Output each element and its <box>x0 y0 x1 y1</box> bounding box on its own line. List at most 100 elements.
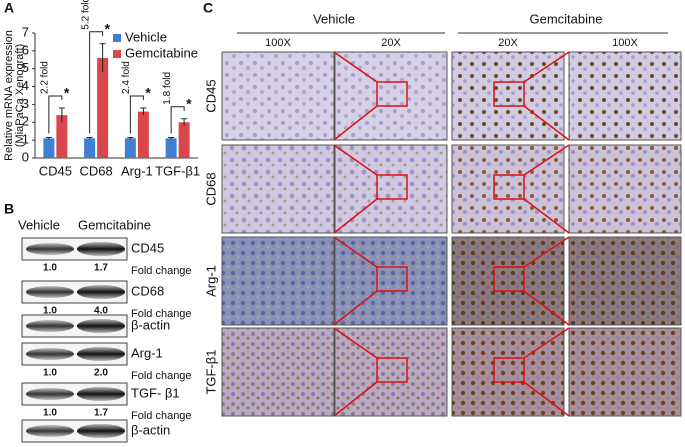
zoom-box <box>493 266 525 292</box>
zoom-line <box>523 144 570 176</box>
magnification: 20X <box>381 37 401 49</box>
blot-band <box>26 243 74 255</box>
blot-label: β-actin <box>131 317 170 332</box>
bar <box>97 58 109 158</box>
micrograph <box>451 327 565 417</box>
micrograph <box>221 327 335 417</box>
magnification: 20X <box>498 37 518 49</box>
x-tick-label: CD45 <box>39 163 72 178</box>
fold-change-label: Fold change <box>131 308 192 320</box>
legend-label: Gemcitabine <box>125 45 198 60</box>
significance: * <box>145 85 151 101</box>
column-label: Vehicle <box>18 217 60 232</box>
panel-label: B <box>4 201 14 217</box>
micrograph <box>451 144 565 234</box>
blot-band <box>26 425 74 437</box>
magnification: 100X <box>612 37 638 49</box>
significance: * <box>105 20 111 36</box>
fold-label: 5.2 fold <box>80 0 91 30</box>
blot-band <box>77 319 125 333</box>
legend-swatch <box>113 34 121 42</box>
bar <box>124 138 136 158</box>
zoom-line <box>333 236 378 268</box>
bar <box>178 122 190 158</box>
blot-label: TGF- β1 <box>131 385 180 400</box>
blot-band <box>77 347 125 361</box>
x-tick-label: Arg-1 <box>121 163 153 178</box>
micrograph <box>451 236 565 326</box>
blot-band <box>26 286 74 298</box>
y-tick-label: 6 <box>22 42 29 57</box>
blot-band <box>77 242 125 256</box>
micrograph <box>221 51 335 141</box>
x-tick-label: TGF-β1 <box>155 163 200 178</box>
fold-value: 1.0 <box>43 306 57 317</box>
fold-value: 2.0 <box>94 368 108 379</box>
bracket <box>129 95 144 134</box>
zoom-box <box>376 357 408 383</box>
bracket <box>170 106 185 134</box>
zoom-box <box>493 174 525 200</box>
x-tick-label: CD68 <box>80 163 113 178</box>
zoom-line <box>333 290 378 326</box>
y-tick-label: 4 <box>22 78 29 93</box>
bracket <box>48 95 63 134</box>
panel-label: A <box>4 0 14 16</box>
fold-value: 1.0 <box>43 408 57 419</box>
bar <box>56 115 68 158</box>
micrograph <box>568 236 682 326</box>
y-tick-label: 2 <box>22 114 29 129</box>
zoom-line <box>333 144 378 176</box>
y-tick-label: 0 <box>22 149 29 164</box>
y-axis-title: Relative mRNA expression <box>3 30 15 161</box>
y-axis-title: (MiaPaCa Xenograft) <box>14 44 26 147</box>
blot-band <box>77 285 125 299</box>
fold-label: 2.2 fold <box>40 61 51 94</box>
zoom-line <box>333 381 378 417</box>
bar <box>84 138 96 158</box>
fold-value: 1.7 <box>94 408 108 419</box>
y-tick-label: 7 <box>22 24 29 39</box>
fold-change-label: Fold change <box>131 410 192 422</box>
fold-value: 1.0 <box>43 368 57 379</box>
fold-change-label: Fold change <box>131 265 192 277</box>
bar <box>137 111 149 158</box>
blot-label: CD68 <box>131 283 164 298</box>
micrograph <box>568 144 682 234</box>
bracket <box>89 31 104 134</box>
zoom-box <box>376 266 408 292</box>
blot-label: Arg-1 <box>131 345 163 360</box>
row-label: CD68 <box>203 172 218 205</box>
blot-band <box>26 388 74 400</box>
zoom-box <box>376 174 408 200</box>
fold-value: 1.0 <box>43 263 57 274</box>
zoom-line <box>333 105 378 141</box>
zoom-line <box>333 51 378 83</box>
zoom-line <box>523 51 570 83</box>
zoom-box <box>376 81 408 107</box>
zoom-line <box>523 327 570 359</box>
legend-label: Vehicle <box>125 29 167 44</box>
micrograph <box>568 327 682 417</box>
legend-swatch <box>113 50 121 58</box>
row-label: CD45 <box>203 79 218 112</box>
row-label: TGF-β1 <box>203 349 218 394</box>
group-label: Vehicle <box>313 11 355 26</box>
zoom-box <box>493 81 525 107</box>
magnification: 100X <box>265 37 291 49</box>
blot-label: β-actin <box>131 422 170 437</box>
column-label: Gemcitabine <box>78 217 151 232</box>
panel-label: C <box>203 0 213 16</box>
micrograph <box>568 51 682 141</box>
fold-value: 4.0 <box>94 306 108 317</box>
group-label: Gemcitabine <box>530 11 603 26</box>
bar <box>165 138 177 158</box>
significance: * <box>186 95 192 111</box>
blot-label: CD45 <box>131 240 164 255</box>
significance: * <box>64 85 70 101</box>
zoom-line <box>333 327 378 359</box>
zoom-box <box>493 357 525 383</box>
micrograph <box>221 236 335 326</box>
zoom-line <box>523 105 570 141</box>
